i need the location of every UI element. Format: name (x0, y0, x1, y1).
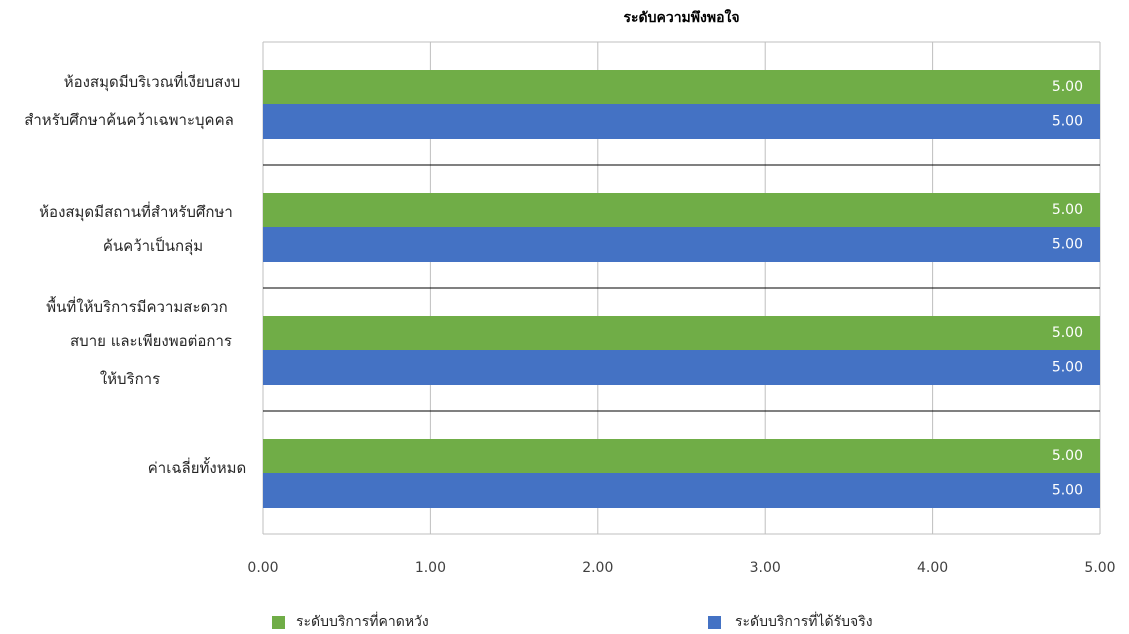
data-labels: 5.00 5.00 5.00 5.00 5.00 5.00 5.00 5.00 (1052, 79, 1083, 499)
category-label: สบาย และเพียงพอต่อการ (70, 332, 232, 350)
data-label: 5.00 (1052, 79, 1083, 95)
bar-series-1-category-1 (263, 70, 1100, 104)
x-tick-label: 5.00 (1084, 560, 1115, 576)
chart-title: ระดับความพึงพอใจ (623, 8, 739, 26)
data-label: 5.00 (1052, 237, 1083, 253)
x-tick-label: 4.00 (917, 560, 948, 576)
legend-label: ระดับบริการที่คาดหวัง (296, 612, 429, 630)
legend-swatch (708, 616, 721, 629)
value-axis: 0.00 1.00 2.00 3.00 4.00 5.00 (247, 560, 1115, 576)
x-tick-label: 0.00 (247, 560, 278, 576)
legend-label: ระดับบริการที่ได้รับจริง (735, 612, 873, 630)
category-axis: ห้องสมุดมีบริเวณที่เงียบสงบสำหรับศึกษาค้… (24, 71, 246, 477)
category-label: พื้นที่ให้บริการมีความสะดวก (46, 296, 228, 316)
category-label: ค้นคว้าเป็นกลุ่ม (103, 236, 203, 256)
category-label: สำหรับศึกษาค้นคว้าเฉพาะบุคคล (24, 111, 234, 130)
x-tick-label: 2.00 (582, 560, 613, 576)
bar-series-2-category-3 (263, 350, 1100, 385)
data-label: 5.00 (1052, 448, 1083, 464)
x-tick-label: 1.00 (415, 560, 446, 576)
data-label: 5.00 (1052, 114, 1083, 130)
category-label: ห้องสมุดมีบริเวณที่เงียบสงบ (64, 71, 241, 92)
category-label: ห้องสมุดมีสถานที่สำหรับศึกษา (39, 201, 233, 222)
data-label: 5.00 (1052, 483, 1083, 499)
bar-series-2-category-4 (263, 473, 1100, 508)
bar-series-1-category-2 (263, 193, 1100, 227)
legend-swatch (272, 616, 285, 629)
legend: ระดับบริการที่คาดหวัง ระดับบริการที่ได้รั… (272, 612, 873, 630)
data-label: 5.00 (1052, 325, 1083, 341)
category-label: ค่าเฉลี่ยทั้งหมด (148, 457, 247, 477)
bar-series-1-category-3 (263, 316, 1100, 350)
data-label: 5.00 (1052, 360, 1083, 376)
category-dividers (263, 164, 1100, 412)
data-label: 5.00 (1052, 202, 1083, 218)
category-label: ให้บริการ (100, 370, 160, 388)
bar-series-1-category-4 (263, 439, 1100, 473)
bar-series-2-category-1 (263, 104, 1100, 139)
x-tick-label: 3.00 (750, 560, 781, 576)
bar-series-2-category-2 (263, 227, 1100, 262)
bars (263, 70, 1100, 508)
